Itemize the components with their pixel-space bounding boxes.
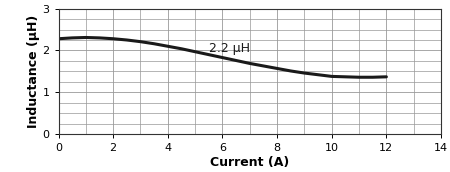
X-axis label: Current (A): Current (A) xyxy=(210,156,289,169)
Y-axis label: Inductance (μH): Inductance (μH) xyxy=(27,15,40,128)
Text: 2.2 μH: 2.2 μH xyxy=(209,42,250,55)
